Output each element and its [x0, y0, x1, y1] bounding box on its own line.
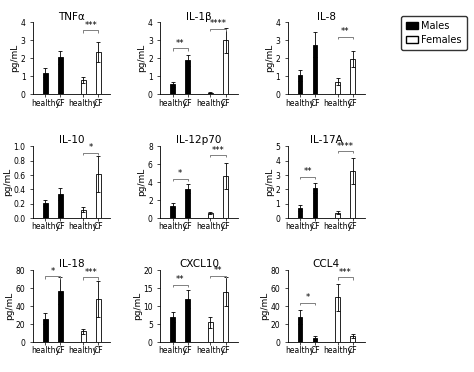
- Bar: [43, 319, 48, 342]
- Bar: [298, 317, 302, 342]
- Y-axis label: pg/mL: pg/mL: [265, 44, 274, 73]
- Bar: [81, 210, 85, 218]
- Bar: [208, 213, 213, 218]
- Bar: [58, 194, 63, 218]
- Text: *: *: [89, 143, 93, 153]
- Y-axis label: pg/mL: pg/mL: [265, 168, 274, 196]
- Bar: [96, 174, 100, 218]
- Text: ***: ***: [339, 268, 352, 277]
- Bar: [313, 338, 318, 342]
- Text: ***: ***: [84, 21, 97, 30]
- Bar: [335, 212, 340, 218]
- Bar: [350, 59, 356, 94]
- Title: IL-18: IL-18: [59, 259, 84, 269]
- Bar: [43, 203, 48, 218]
- Bar: [185, 299, 190, 342]
- Title: IL-10: IL-10: [59, 135, 84, 145]
- Bar: [96, 299, 100, 342]
- Bar: [81, 331, 85, 342]
- Bar: [335, 297, 340, 342]
- Title: CXCL10: CXCL10: [179, 259, 219, 269]
- Bar: [170, 317, 175, 342]
- Title: IL-8: IL-8: [317, 12, 336, 22]
- Bar: [223, 292, 228, 342]
- Bar: [58, 57, 63, 94]
- Bar: [208, 93, 213, 94]
- Legend: Males, Females: Males, Females: [401, 16, 467, 49]
- Y-axis label: pg/mL: pg/mL: [3, 168, 12, 196]
- Bar: [298, 76, 302, 94]
- Text: **: **: [214, 266, 222, 275]
- Bar: [223, 176, 228, 218]
- Bar: [313, 188, 318, 218]
- Text: *: *: [305, 293, 310, 302]
- Bar: [185, 60, 190, 94]
- Bar: [350, 171, 356, 218]
- Title: TNFα: TNFα: [58, 12, 85, 22]
- Y-axis label: pg/mL: pg/mL: [137, 44, 146, 73]
- Title: IL-1β: IL-1β: [186, 12, 212, 22]
- Bar: [335, 82, 340, 94]
- Y-axis label: pg/mL: pg/mL: [5, 292, 14, 320]
- Bar: [170, 84, 175, 94]
- Bar: [170, 206, 175, 218]
- Y-axis label: pg/mL: pg/mL: [260, 292, 269, 320]
- Bar: [43, 73, 48, 94]
- Bar: [223, 40, 228, 94]
- Text: *: *: [51, 267, 55, 276]
- Text: ***: ***: [211, 146, 224, 155]
- Bar: [96, 52, 100, 94]
- Bar: [350, 336, 356, 342]
- Y-axis label: pg/mL: pg/mL: [133, 292, 142, 320]
- Y-axis label: pg/mL: pg/mL: [10, 44, 19, 73]
- Title: CCL4: CCL4: [313, 259, 340, 269]
- Text: ****: ****: [210, 19, 227, 28]
- Bar: [58, 291, 63, 342]
- Text: **: **: [303, 167, 312, 176]
- Bar: [298, 208, 302, 218]
- Bar: [313, 45, 318, 94]
- Text: ****: ****: [337, 142, 354, 151]
- Text: **: **: [176, 39, 184, 48]
- Text: ***: ***: [84, 268, 97, 277]
- Text: **: **: [341, 28, 349, 36]
- Text: *: *: [178, 169, 182, 178]
- Title: IL-17A: IL-17A: [310, 135, 343, 145]
- Text: **: **: [176, 275, 184, 284]
- Y-axis label: pg/mL: pg/mL: [137, 168, 146, 196]
- Bar: [208, 323, 213, 342]
- Title: IL-12p70: IL-12p70: [176, 135, 222, 145]
- Bar: [81, 80, 85, 94]
- Bar: [185, 189, 190, 218]
